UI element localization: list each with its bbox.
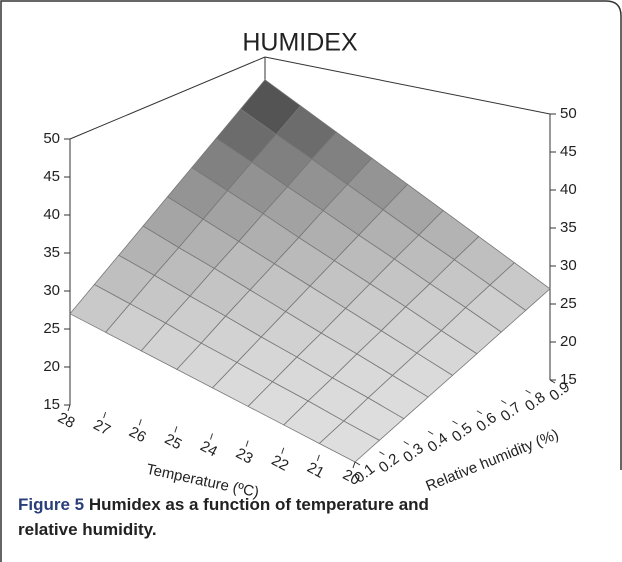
box-edge [264,56,551,115]
z-tick-label: 30 [560,257,577,274]
y-tick [403,441,410,445]
y-tick [500,400,507,404]
x-tick-label: 26 [126,423,149,446]
y-tick [379,451,385,456]
y-tick-label: 0.2 [376,450,403,476]
y-tick [452,420,458,425]
z-tick-label: 20 [560,333,577,350]
x-tick-label: 25 [162,430,185,453]
z-tick-label: 45 [560,143,577,160]
caption-text: Humidex as a function of temperature and… [18,495,429,539]
z-tick-label: 50 [43,130,60,147]
x-tick-label: 24 [197,438,220,461]
z-tick-label: 25 [43,320,60,337]
x-tick [316,454,320,462]
z-tick-label: 45 [43,168,60,185]
x-tick-label: 21 [304,459,327,482]
x-tick-label: 23 [233,445,256,468]
z-tick-label: 15 [43,396,60,413]
z-tick-label: 25 [560,295,577,312]
y-tick [525,389,531,394]
x-tick [245,440,249,447]
x-tick-label: 27 [91,416,114,439]
y-tick [427,430,434,435]
box-edge [69,56,266,140]
x-tick [103,411,107,419]
x-tick-label: 28 [55,409,78,432]
caption-label: Figure 5 [18,495,85,514]
y-tick [354,461,361,466]
x-tick [174,426,178,433]
y-tick [549,379,556,384]
z-tick-label: 40 [560,181,577,198]
x-tick-label: 20 [340,466,363,489]
z-tick-label: 35 [43,244,60,261]
z-tick-label: 15 [560,371,577,388]
y-tick-label: 0.8 [522,389,549,415]
x-tick [352,461,356,469]
z-tick-label: 20 [43,358,60,375]
caption: Figure 5 Humidex as a function of temper… [18,492,488,542]
y-tick-label: 0.3 [400,440,427,466]
chart-title: HUMIDEX [242,29,358,57]
z-tick-label: 40 [43,206,60,223]
y-tick-label: 0.4 [424,430,451,456]
y-tick-label: 0.7 [497,399,524,425]
y-tick-label: 0.6 [473,409,500,435]
z-tick-label: 35 [560,219,577,236]
z-tick-label: 30 [43,282,60,299]
surface-cell [318,420,381,463]
y-tick-label: 0.5 [449,419,476,445]
x-tick [281,447,285,454]
z-tick-label: 50 [560,105,577,122]
x-tick [210,433,213,440]
x-tick [67,404,71,412]
x-tick-label: 22 [269,452,292,475]
y-tick [476,410,483,415]
x-tick [138,419,142,426]
